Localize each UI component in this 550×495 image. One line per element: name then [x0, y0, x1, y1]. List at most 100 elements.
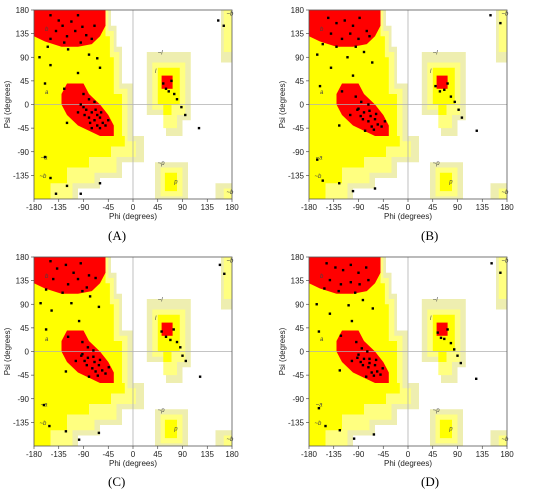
residue-point: [50, 309, 53, 312]
y-tick-label: 45: [20, 324, 29, 333]
residue-point: [107, 119, 110, 122]
region-generous: [223, 257, 232, 299]
x-tick-label: -180: [301, 450, 318, 459]
residue-point: [76, 71, 80, 75]
region-generous: [223, 188, 232, 199]
y-axis-label: Psi (degrees): [3, 80, 12, 128]
residue-point: [369, 114, 372, 118]
residue-point: [79, 192, 82, 195]
region-letter: a: [320, 337, 324, 343]
y-tick-label: 0: [300, 101, 305, 110]
y-axis-label: Psi (degrees): [278, 327, 287, 375]
residue-point: [167, 90, 170, 93]
region-generous: [223, 10, 232, 52]
residue-point: [460, 116, 464, 119]
residue-point: [328, 278, 332, 282]
x-axis-label: Phi (degrees): [384, 459, 432, 468]
residue-point: [347, 304, 350, 307]
y-tick-label: -135: [13, 171, 30, 180]
residue-point: [356, 108, 359, 111]
residue-point: [372, 433, 376, 436]
residue-point: [358, 16, 361, 20]
residue-point: [381, 367, 384, 370]
residue-point: [42, 403, 46, 407]
residue-point: [368, 35, 371, 38]
residue-point: [438, 90, 442, 93]
x-tick-label: -90: [353, 450, 365, 459]
residue-point: [373, 363, 377, 367]
residue-point: [104, 372, 107, 375]
residue-point: [316, 53, 319, 56]
residue-point: [44, 328, 48, 331]
residue-point: [173, 92, 176, 96]
ramachandran-plot-svg: ba~ll~p~bp~a~b~b-180-135-90-450459013518…: [3, 253, 239, 468]
x-tick-label: -90: [353, 203, 365, 212]
residue-point: [370, 125, 373, 128]
residue-point: [54, 29, 58, 33]
residue-point: [354, 45, 357, 48]
x-tick-label: -135: [51, 203, 68, 212]
residue-point: [90, 126, 93, 130]
residue-point: [61, 291, 64, 294]
residue-point: [164, 335, 168, 338]
residue-point: [222, 24, 225, 27]
x-tick-label: 45: [428, 203, 437, 212]
residue-point: [65, 121, 69, 125]
residue-point: [197, 126, 201, 130]
y-tick-label: 180: [16, 6, 30, 15]
residue-point: [98, 358, 102, 362]
region-letter: ~l: [158, 51, 164, 57]
residue-point: [175, 98, 179, 101]
y-tick-label: 90: [295, 53, 304, 62]
residue-point: [354, 95, 357, 98]
residue-point: [94, 276, 97, 280]
residue-point: [98, 66, 102, 69]
region-letter: ~p: [433, 161, 441, 167]
residue-point: [70, 302, 73, 305]
x-tick-label: -45: [102, 450, 114, 459]
residue-point: [44, 288, 48, 291]
residue-point: [334, 266, 337, 269]
x-tick-label: 180: [225, 450, 239, 459]
region-core: [61, 83, 114, 136]
residue-point: [373, 187, 377, 190]
residue-point: [449, 341, 453, 345]
residue-point: [88, 295, 92, 298]
x-tick-label: 90: [453, 203, 462, 212]
residue-point: [361, 118, 365, 121]
residue-point: [368, 109, 371, 112]
region-generous: [498, 435, 507, 446]
residue-point: [82, 105, 85, 109]
region-letter: a: [45, 337, 49, 343]
region-letter: ~b: [315, 174, 323, 180]
panel-c-caption: (C): [108, 474, 126, 489]
y-tick-label: 0: [25, 101, 30, 110]
residue-point: [439, 336, 443, 340]
residue-point: [349, 281, 352, 284]
residue-point: [371, 61, 374, 64]
residue-point: [475, 129, 478, 132]
y-tick-label: -45: [292, 124, 304, 133]
region-generous: [498, 257, 507, 299]
x-tick-label: 0: [131, 450, 136, 459]
residue-point: [82, 92, 85, 96]
region-letter: ~b: [502, 437, 510, 443]
residue-point: [362, 111, 366, 114]
residue-point: [86, 346, 90, 349]
residue-point: [87, 274, 91, 277]
y-tick-label: 90: [295, 300, 304, 309]
residue-point: [367, 120, 370, 123]
residue-point: [81, 340, 84, 344]
residue-point: [436, 331, 439, 334]
residue-point: [350, 319, 354, 323]
x-tick-label: -45: [377, 203, 389, 212]
region-letter: p: [173, 426, 178, 432]
region-letter: p: [448, 426, 453, 432]
region-letter: ~b: [315, 421, 323, 427]
residue-point: [475, 377, 478, 380]
ramachandran-panel-a: b a ~l l ~p ~b p ~a ~b ~b -180 -135 -90 -45 0 45 90 135 18…: [0, 0, 275, 247]
region-letter: a: [45, 90, 49, 96]
residue-point: [52, 277, 55, 281]
